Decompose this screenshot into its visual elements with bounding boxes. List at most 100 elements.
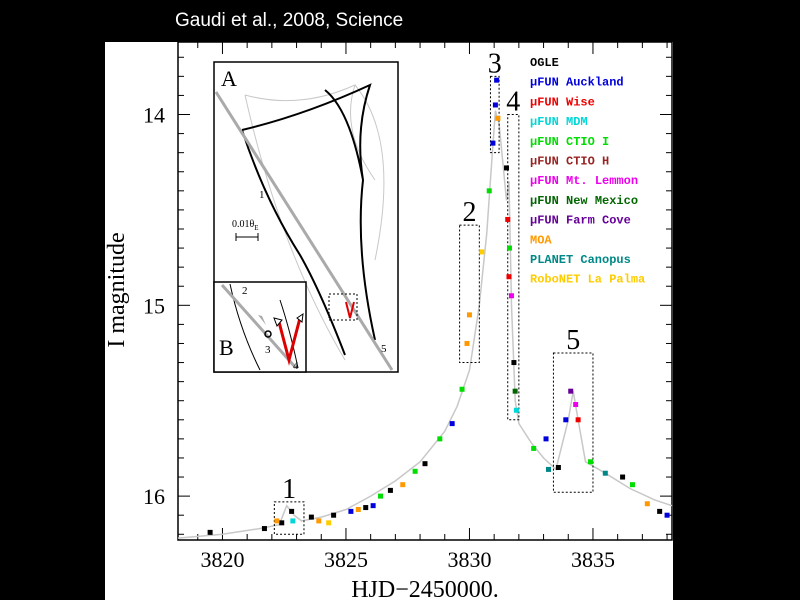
inset-a-label: A [221,66,237,91]
axis-ticks [178,42,672,540]
data-point [495,115,501,121]
inset-b-label: B [219,335,234,360]
x-tick-label: 3835 [571,547,615,572]
inset-b-red-cusp [277,317,302,366]
data-point [378,493,384,499]
x-axis-label: HJD−2450000. [351,577,499,600]
legend-entry: μFUN MDM [530,115,588,129]
data-point [513,407,519,413]
data-point [629,482,635,488]
data-point [449,421,455,427]
inset-b-label-4: 4 [293,360,299,372]
zoom-region-box [552,352,594,493]
legend-entry: μFUN New Mexico [530,194,638,208]
zoom-region-label: 3 [488,48,502,79]
y-tick-label: 16 [143,484,165,509]
data-point [355,506,361,512]
legend-entry: μFUN Auckland [530,76,624,90]
source-circle [264,330,272,338]
data-point [279,520,285,526]
inset-b-caustic [229,283,299,371]
legend-entry: μFUN Mt. Lemmon [530,174,638,188]
model-light-curve [177,110,673,539]
zoom-region-label: 4 [506,87,520,118]
inset-b-label-2: 2 [242,285,248,297]
data-point [506,274,512,280]
data-point [620,474,626,480]
zoom-region-label: 1 [282,474,296,505]
data-point [504,165,510,171]
data-point [308,514,314,520]
data-point [657,508,663,514]
data-point [508,293,514,299]
y-tick-label: 14 [143,103,165,128]
y-tick-labels: 14 15 16 [143,103,165,510]
data-point [511,360,517,366]
scale-bar-label: 0.01θE [232,219,259,232]
data-point [486,188,492,194]
x-tick-label: 3825 [324,547,368,572]
data-point [512,388,518,394]
caustic-curve [241,83,376,356]
inset-a-zoom-box [328,293,358,321]
data-point [289,508,295,514]
data-point [412,468,418,474]
data-point [563,417,569,423]
legend-entry: OGLE [530,56,559,70]
data-point [261,526,267,532]
data-point [543,436,549,442]
data-point [555,464,561,470]
legend-entry: MOA [530,233,552,247]
data-point [573,402,579,408]
data-point [326,520,332,526]
trajectory-label-5: 5 [381,343,387,355]
data-point [587,459,593,465]
data-point [290,518,296,524]
data-point [664,512,670,518]
zoom-region-box [507,114,520,421]
data-point [387,487,393,493]
inset-b-trajectory [220,284,298,369]
zoom-region-box [459,224,480,364]
data-point [479,249,485,255]
inset-b-arrow [258,315,266,325]
inset-b-arrowhead-right [296,312,304,323]
y-tick-label: 15 [143,293,165,318]
inset-b-arrowhead-left [273,317,283,327]
data-point [644,501,650,507]
inset-b: B 2 3 4 [213,281,307,373]
legend: OGLE μFUN Auckland μFUN Wise μFUN MDM μFUN C… [530,56,645,287]
legend-entry: RoboNET La Palma [530,273,645,287]
data-point [546,466,551,472]
data-point [400,482,406,488]
legend-entry: PLANET Canopus [530,253,631,267]
data-point [602,470,608,476]
data-points [207,77,670,535]
y-axis-label: I magnitude [104,232,130,347]
legend-entry: μFUN CTIO I [530,135,609,149]
x-tick-labels: 3820 3825 3830 3835 [200,547,615,572]
data-point [494,77,500,83]
data-point [348,508,354,514]
data-point [207,529,213,535]
inset-b-label-3: 3 [265,344,271,356]
zoom-region-label: 2 [462,197,476,228]
data-point [422,461,428,467]
zoom-region-box [489,75,500,154]
data-point [316,518,322,524]
x-tick-label: 3820 [200,547,244,572]
data-point [437,436,443,442]
data-point [531,445,537,451]
zoom-region-box [273,501,305,535]
data-point [464,340,470,346]
source-trajectory [214,91,394,371]
trajectory-label-1: 1 [259,189,265,201]
data-point [490,140,496,146]
data-point [274,518,280,524]
data-point [363,505,369,511]
legend-entry: μFUN CTIO H [530,155,609,169]
data-point [506,245,512,251]
legend-entry: μFUN Wise [530,95,595,109]
